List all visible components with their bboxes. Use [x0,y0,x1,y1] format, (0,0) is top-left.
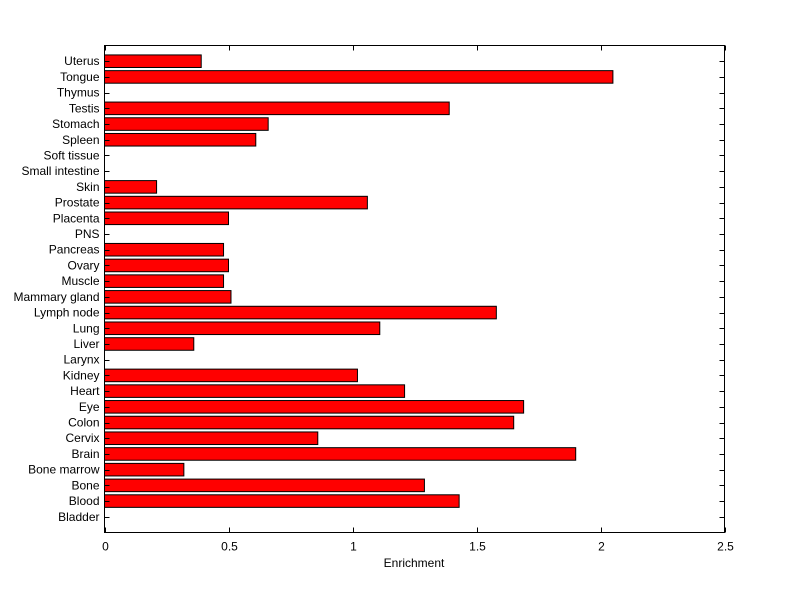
bar-muscle [104,274,225,288]
x-tick-label: 1 [350,540,357,554]
y-tick-label: Bladder [58,510,99,524]
y-tick-label: Larynx [63,353,99,367]
x-tick-label: 2 [598,540,605,554]
bar-kidney [104,368,358,383]
y-tick-label: Prostate [55,196,100,210]
y-tick-label: Blood [69,494,100,508]
bar-stomach [104,117,269,131]
y-tick-label: Pancreas [49,243,100,257]
bar-spleen [104,132,257,147]
bar-cervix [104,431,319,446]
bar-brain [104,447,577,461]
bar-bone [104,478,425,493]
y-tick-label: Uterus [64,54,99,68]
bar-tongue [104,70,614,84]
x-tick-label: 0.5 [221,540,238,554]
bar-eye [104,400,525,414]
y-tick-label: Colon [68,416,99,430]
bar-lymph-node [104,305,497,320]
y-tick-label: Cervix [65,431,99,445]
y-tick-label: Tongue [60,70,100,84]
y-tick-label: Mammary gland [13,290,99,304]
y-tick-label: Lymph node [34,306,100,320]
bar-pancreas [104,242,225,257]
y-tick-label: PNS [75,227,100,241]
plot-frame [104,45,725,533]
y-tick-label: Spleen [62,133,99,147]
x-tick-label: 2.5 [717,540,734,554]
y-tick-label: Liver [73,337,99,351]
y-tick-label: Thymus [57,86,100,100]
bar-mammary-gland [104,290,232,304]
bar-colon [104,415,515,430]
bar-skin [104,180,158,194]
y-tick-label: Soft tissue [43,148,99,162]
bar-blood [104,494,460,508]
bar-bone-marrow [104,462,185,477]
y-tick-label: Stomach [52,117,99,131]
bar-uterus [104,54,202,68]
y-tick-label: Bone marrow [28,463,100,477]
y-tick-label: Brain [71,447,99,461]
y-tick-label: Eye [79,400,100,414]
y-tick-label: Heart [70,384,100,398]
bar-ovary [104,258,229,273]
x-axis-label: Enrichment [384,556,445,570]
y-tick-label: Kidney [63,368,100,382]
y-tick-label: Skin [76,180,99,194]
bar-heart [104,384,406,398]
x-tick-label: 0 [102,540,109,554]
bar-liver [104,337,195,351]
bar-prostate [104,195,368,210]
y-tick-label: Muscle [61,274,99,288]
y-tick-label: Lung [73,321,100,335]
y-tick-label: Small intestine [21,164,99,178]
y-tick-label: Ovary [67,258,99,272]
y-tick-label: Testis [69,101,100,115]
y-tick-label: Bone [71,478,99,492]
y-tick-label: Placenta [53,211,100,225]
bar-lung [104,321,381,336]
x-tick-label: 1.5 [469,540,486,554]
bar-placenta [104,211,229,226]
bar-testis [104,101,450,116]
